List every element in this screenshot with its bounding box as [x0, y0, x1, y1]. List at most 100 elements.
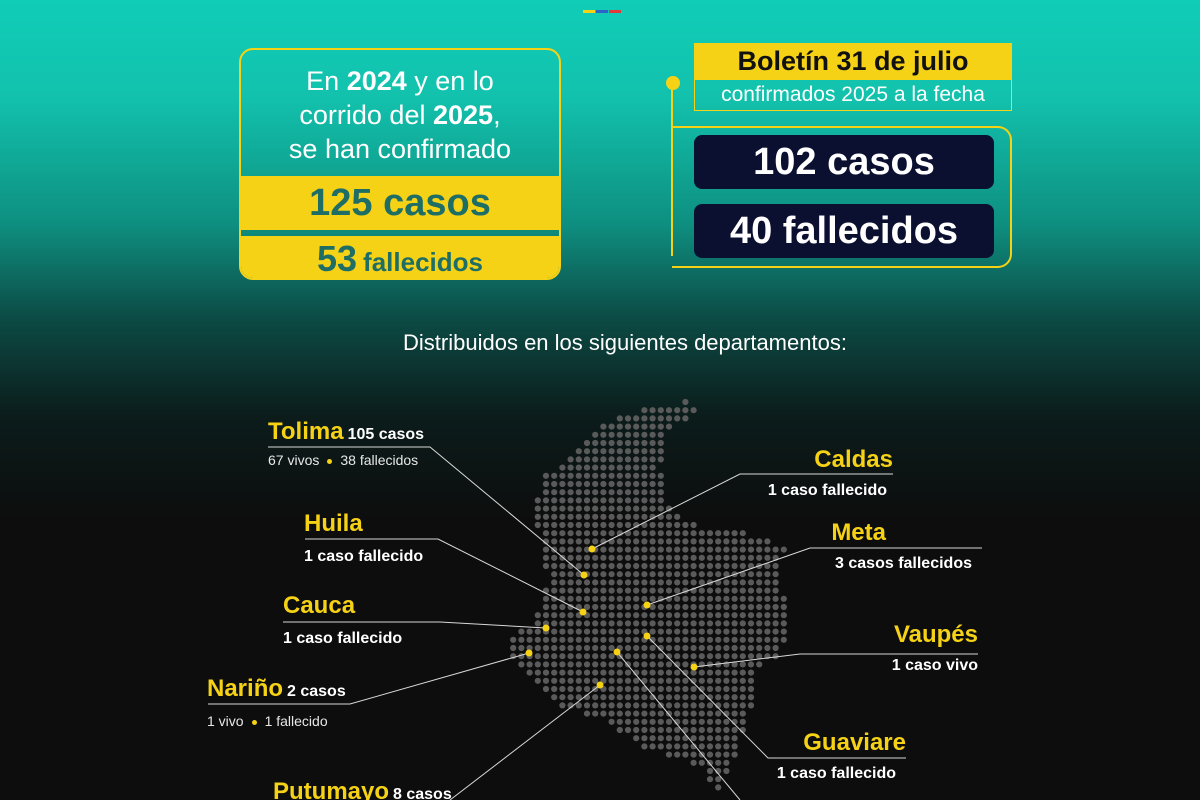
- map-dot: [657, 423, 664, 430]
- map-dot: [608, 439, 615, 447]
- map-dot: [583, 505, 591, 512]
- map-dot: [706, 530, 714, 537]
- map-dot: [600, 480, 607, 488]
- map-dot: [674, 595, 681, 602]
- map-dot: [747, 685, 755, 693]
- map-dot: [559, 497, 566, 504]
- map-dot: [690, 579, 697, 586]
- map-dot: [641, 702, 648, 709]
- map-dot: [674, 612, 681, 619]
- map-dot: [583, 472, 591, 479]
- map-dot: [633, 677, 640, 684]
- map-dot: [551, 628, 558, 635]
- map-dot: [649, 423, 656, 430]
- map-dot: [649, 497, 656, 504]
- map-dot: [575, 480, 582, 488]
- map-dot: [583, 603, 591, 611]
- map-dot: [665, 677, 673, 684]
- map-dot: [575, 472, 582, 479]
- map-dot: [665, 530, 673, 537]
- map-dot: [559, 603, 566, 611]
- map-dot: [674, 677, 681, 684]
- map-dot: [592, 579, 599, 586]
- map-dot: [608, 612, 615, 619]
- map-dot: [641, 612, 648, 619]
- map-dot: [600, 595, 607, 602]
- map-dot: [542, 644, 550, 652]
- map-dot: [633, 612, 640, 619]
- map-dot: [723, 603, 730, 611]
- map-dot: [731, 653, 738, 660]
- map-dot: [633, 415, 640, 422]
- map-dot: [641, 644, 648, 652]
- map-dot: [608, 661, 615, 668]
- map-dot: [583, 677, 591, 684]
- map-dot: [624, 521, 632, 529]
- map-dot: [551, 620, 558, 627]
- map-dot: [731, 554, 738, 561]
- map-dot: [583, 661, 591, 668]
- map-dot: [551, 579, 558, 586]
- map-dot: [510, 644, 517, 652]
- map-dot: [616, 718, 623, 725]
- map-dot: [551, 505, 558, 512]
- map-dot: [608, 546, 615, 553]
- map-dot: [715, 628, 722, 635]
- map-dot: [559, 685, 566, 693]
- map-dot: [575, 694, 582, 701]
- map-dot: [739, 669, 746, 676]
- map-dot: [739, 653, 746, 660]
- map-dot: [698, 743, 705, 750]
- map-dot: [583, 702, 591, 709]
- map-dot: [592, 628, 599, 635]
- map-dot: [706, 571, 714, 578]
- map-dot: [575, 489, 582, 496]
- map-dot: [764, 538, 771, 545]
- map-dot: [747, 677, 755, 684]
- map-dot: [706, 562, 714, 570]
- map-dot: [542, 612, 550, 619]
- map-dot: [665, 743, 673, 750]
- map-dot: [649, 702, 656, 709]
- map-dot: [780, 628, 787, 635]
- map-dot: [633, 636, 640, 643]
- map-dot: [715, 677, 722, 684]
- map-dot: [698, 636, 705, 643]
- map-dot: [706, 702, 714, 709]
- map-dot: [542, 546, 550, 553]
- map-dot: [616, 456, 623, 463]
- map-dot: [657, 628, 664, 635]
- map-dot: [633, 685, 640, 693]
- map-dot: [567, 505, 574, 512]
- map-dot: [698, 653, 705, 660]
- map-dot: [534, 628, 541, 635]
- map-dot: [657, 521, 664, 529]
- map-dot: [690, 530, 697, 537]
- map-dot: [723, 751, 730, 758]
- map-dot: [592, 603, 599, 611]
- map-dot: [592, 702, 599, 709]
- map-dot: [739, 571, 746, 578]
- map-dot: [706, 554, 714, 561]
- map-dot: [559, 546, 566, 553]
- map-dot: [698, 562, 705, 570]
- map-dot: [674, 530, 681, 537]
- map-dot: [608, 653, 615, 660]
- map-dot: [559, 464, 566, 471]
- dept-caldas: Caldas 1 caso fallecido: [767, 446, 893, 499]
- map-dot: [723, 743, 730, 750]
- map-dot: [641, 726, 648, 734]
- map-dot: [706, 595, 714, 602]
- map-dot: [772, 636, 779, 643]
- map-dot: [633, 587, 640, 594]
- map-dot: [592, 464, 599, 471]
- map-dot: [616, 464, 623, 471]
- map-dot: [616, 571, 623, 578]
- map-dot: [567, 497, 574, 504]
- map-dot: [608, 521, 615, 529]
- map-dot: [690, 620, 697, 627]
- map-dot: [674, 702, 681, 709]
- map-dot: [723, 767, 730, 775]
- map-dot: [575, 644, 582, 652]
